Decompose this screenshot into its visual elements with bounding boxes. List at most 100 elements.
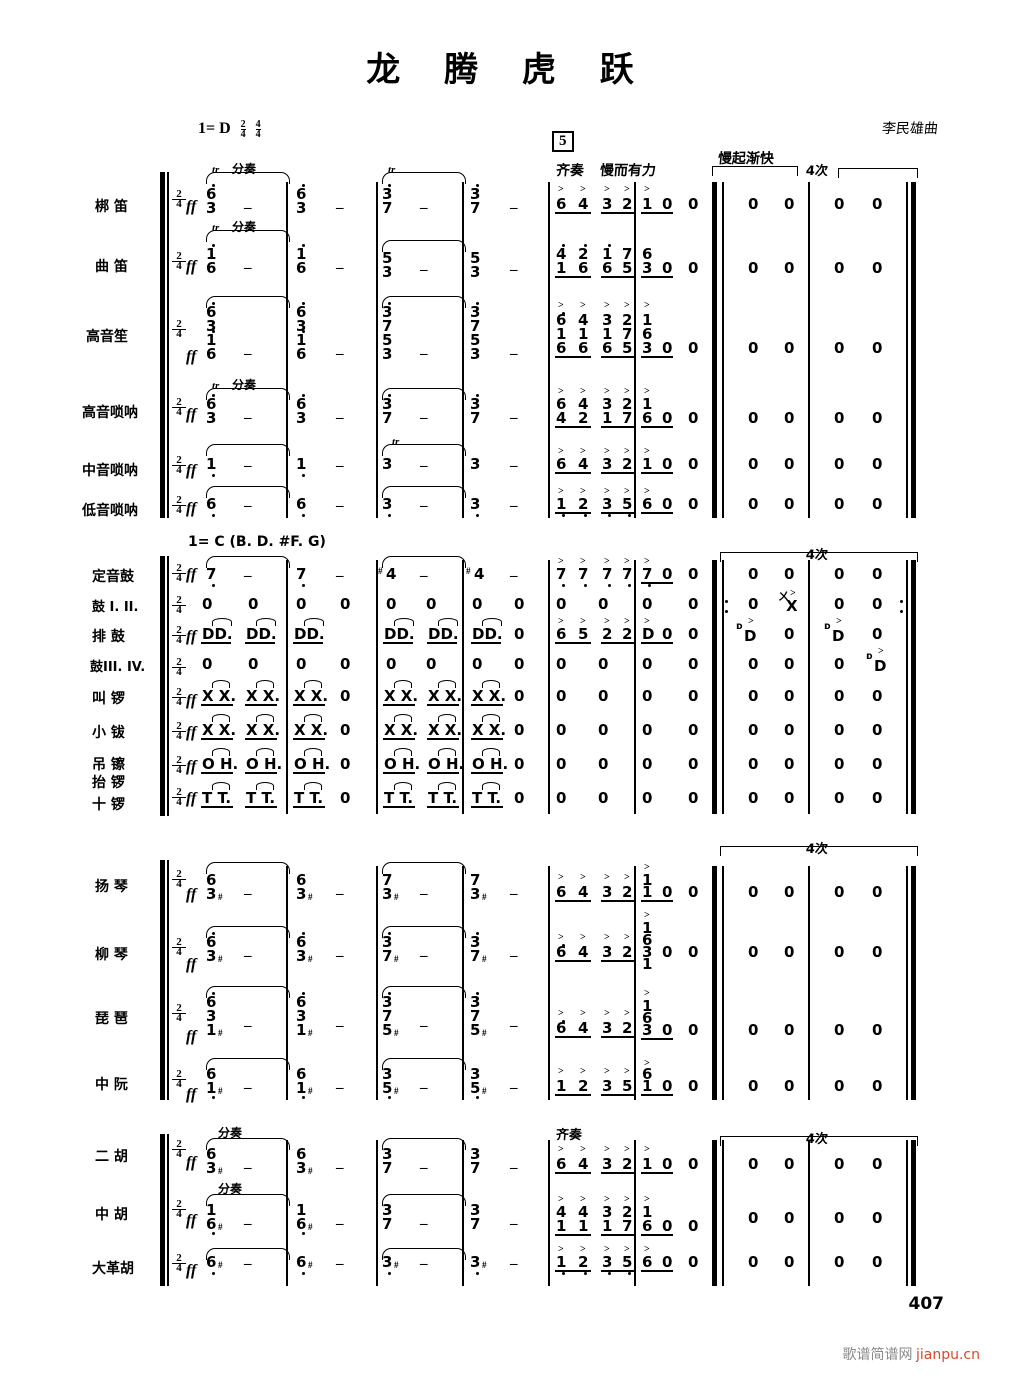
tie-pipa-2 <box>382 986 466 998</box>
instrument-label-diaocha: 吊 镲 <box>92 757 125 773</box>
rest-note: 0 <box>662 495 673 513</box>
dynamic-ff-liuqin: ff <box>186 956 197 973</box>
note: 4 <box>386 565 397 583</box>
octave-dot-up <box>302 244 305 247</box>
note: 7 <box>382 199 393 217</box>
watermark-cn: 歌谱简谱网 <box>842 1347 913 1363</box>
note-extender: – <box>420 886 428 902</box>
rest-note: 0 <box>688 195 699 213</box>
rest-note: 0 <box>514 789 525 807</box>
instrument-label-zhongyinsuona: 中音唢呐 <box>82 463 138 479</box>
note: 2 <box>602 625 613 643</box>
dynamic-ff-dagehu: ff <box>186 1262 197 1279</box>
note: 6 <box>206 185 217 203</box>
rest-note: 0 <box>872 883 883 901</box>
rest-note: 0 <box>748 755 759 773</box>
system-brace-perc <box>160 556 165 816</box>
tie-bangdi-1 <box>206 172 290 184</box>
accent-mark: > <box>624 1144 630 1155</box>
note: 3 <box>470 455 481 473</box>
rest-note: 0 <box>834 883 845 901</box>
stroke-oh: O H. <box>428 755 465 773</box>
octave-dot-down <box>302 584 305 587</box>
beam <box>601 356 635 358</box>
beam <box>427 772 459 774</box>
stroke-oh: O H. <box>472 755 509 773</box>
note: 6 <box>556 625 567 643</box>
rest-note: 0 <box>514 655 525 673</box>
dynamic-ff-zhonghu: ff <box>186 1212 197 1229</box>
rest-note: 0 <box>872 789 883 807</box>
instrument-label-zhongruan: 中 阮 <box>95 1077 128 1093</box>
beam <box>201 772 233 774</box>
note-extender: – <box>244 568 252 584</box>
accent-mark: > <box>558 1008 564 1019</box>
beam <box>641 426 673 428</box>
note: 3 <box>470 395 481 413</box>
note: 3 <box>642 259 653 277</box>
accent-mark: > <box>558 1066 564 1077</box>
cue-man-er-youli: 慢而有力 <box>599 163 657 179</box>
grace-note-x: ㄨ <box>778 590 789 603</box>
stroke-xx: X X. <box>428 687 463 705</box>
beam <box>641 1038 673 1040</box>
beam <box>245 772 277 774</box>
accent-mark: > <box>624 184 630 195</box>
accent-mark: > <box>644 184 650 195</box>
note: 3 <box>206 885 217 903</box>
note-extender: – <box>244 410 252 426</box>
slur <box>438 714 456 722</box>
rest-note: 0 <box>784 565 795 583</box>
accent-mark: > <box>604 486 610 497</box>
octave-dot-down <box>628 584 631 587</box>
repeat-start-plucked <box>712 866 717 1100</box>
note-extender: – <box>244 1018 252 1034</box>
note: 3 <box>382 263 393 281</box>
note: 1 <box>602 409 613 427</box>
beam <box>601 900 635 902</box>
note: 1 <box>602 245 613 263</box>
dynamic-ff-zhongruan: ff <box>186 1086 197 1103</box>
note: 3 <box>470 1201 481 1219</box>
barline-b5 <box>634 1140 636 1286</box>
beam <box>471 642 501 644</box>
stroke-tt: T T. <box>202 789 232 807</box>
octave-dot-down <box>302 514 305 517</box>
beam <box>601 276 635 278</box>
beam <box>427 738 459 740</box>
beam <box>383 806 415 808</box>
system-brace-winds-thin <box>167 172 169 518</box>
note: 3 <box>470 303 481 321</box>
tie-qudi-1 <box>206 230 290 242</box>
octave-dot-up <box>212 394 215 397</box>
note: 1 <box>556 1253 567 1271</box>
barline-p5 <box>634 560 636 814</box>
rest-note: 0 <box>748 655 759 673</box>
beam <box>601 472 635 474</box>
octave-dot-down <box>388 1272 391 1275</box>
accent-mark: > <box>624 932 630 943</box>
octave-dot-up <box>388 302 391 305</box>
stroke-xx: X X. <box>472 687 507 705</box>
accent-mark: > <box>558 184 564 195</box>
watermark: 歌谱简谱网 jianpu.cn <box>842 1344 980 1364</box>
dynamic-ff-gaoyinsheng: ff <box>186 348 197 365</box>
note: 1 <box>642 919 653 937</box>
rest-note: 0 <box>426 655 437 673</box>
tr-mark-qudi: tr <box>212 222 220 234</box>
octave-dot-up <box>302 302 305 305</box>
note: 6 <box>296 259 307 277</box>
note: 7 <box>382 1159 393 1177</box>
stroke-tt: T T. <box>428 789 458 807</box>
note: 7 <box>296 565 307 583</box>
rest-note: 0 <box>784 789 795 807</box>
slur <box>256 714 274 722</box>
octave-dot-down <box>302 1272 305 1275</box>
beam <box>555 1234 591 1236</box>
bracket-4times-bowed <box>720 1136 918 1146</box>
note: 6 <box>206 933 217 951</box>
rest-note: 0 <box>834 755 845 773</box>
rest-note: 0 <box>296 655 307 673</box>
note: 6 <box>296 303 307 321</box>
